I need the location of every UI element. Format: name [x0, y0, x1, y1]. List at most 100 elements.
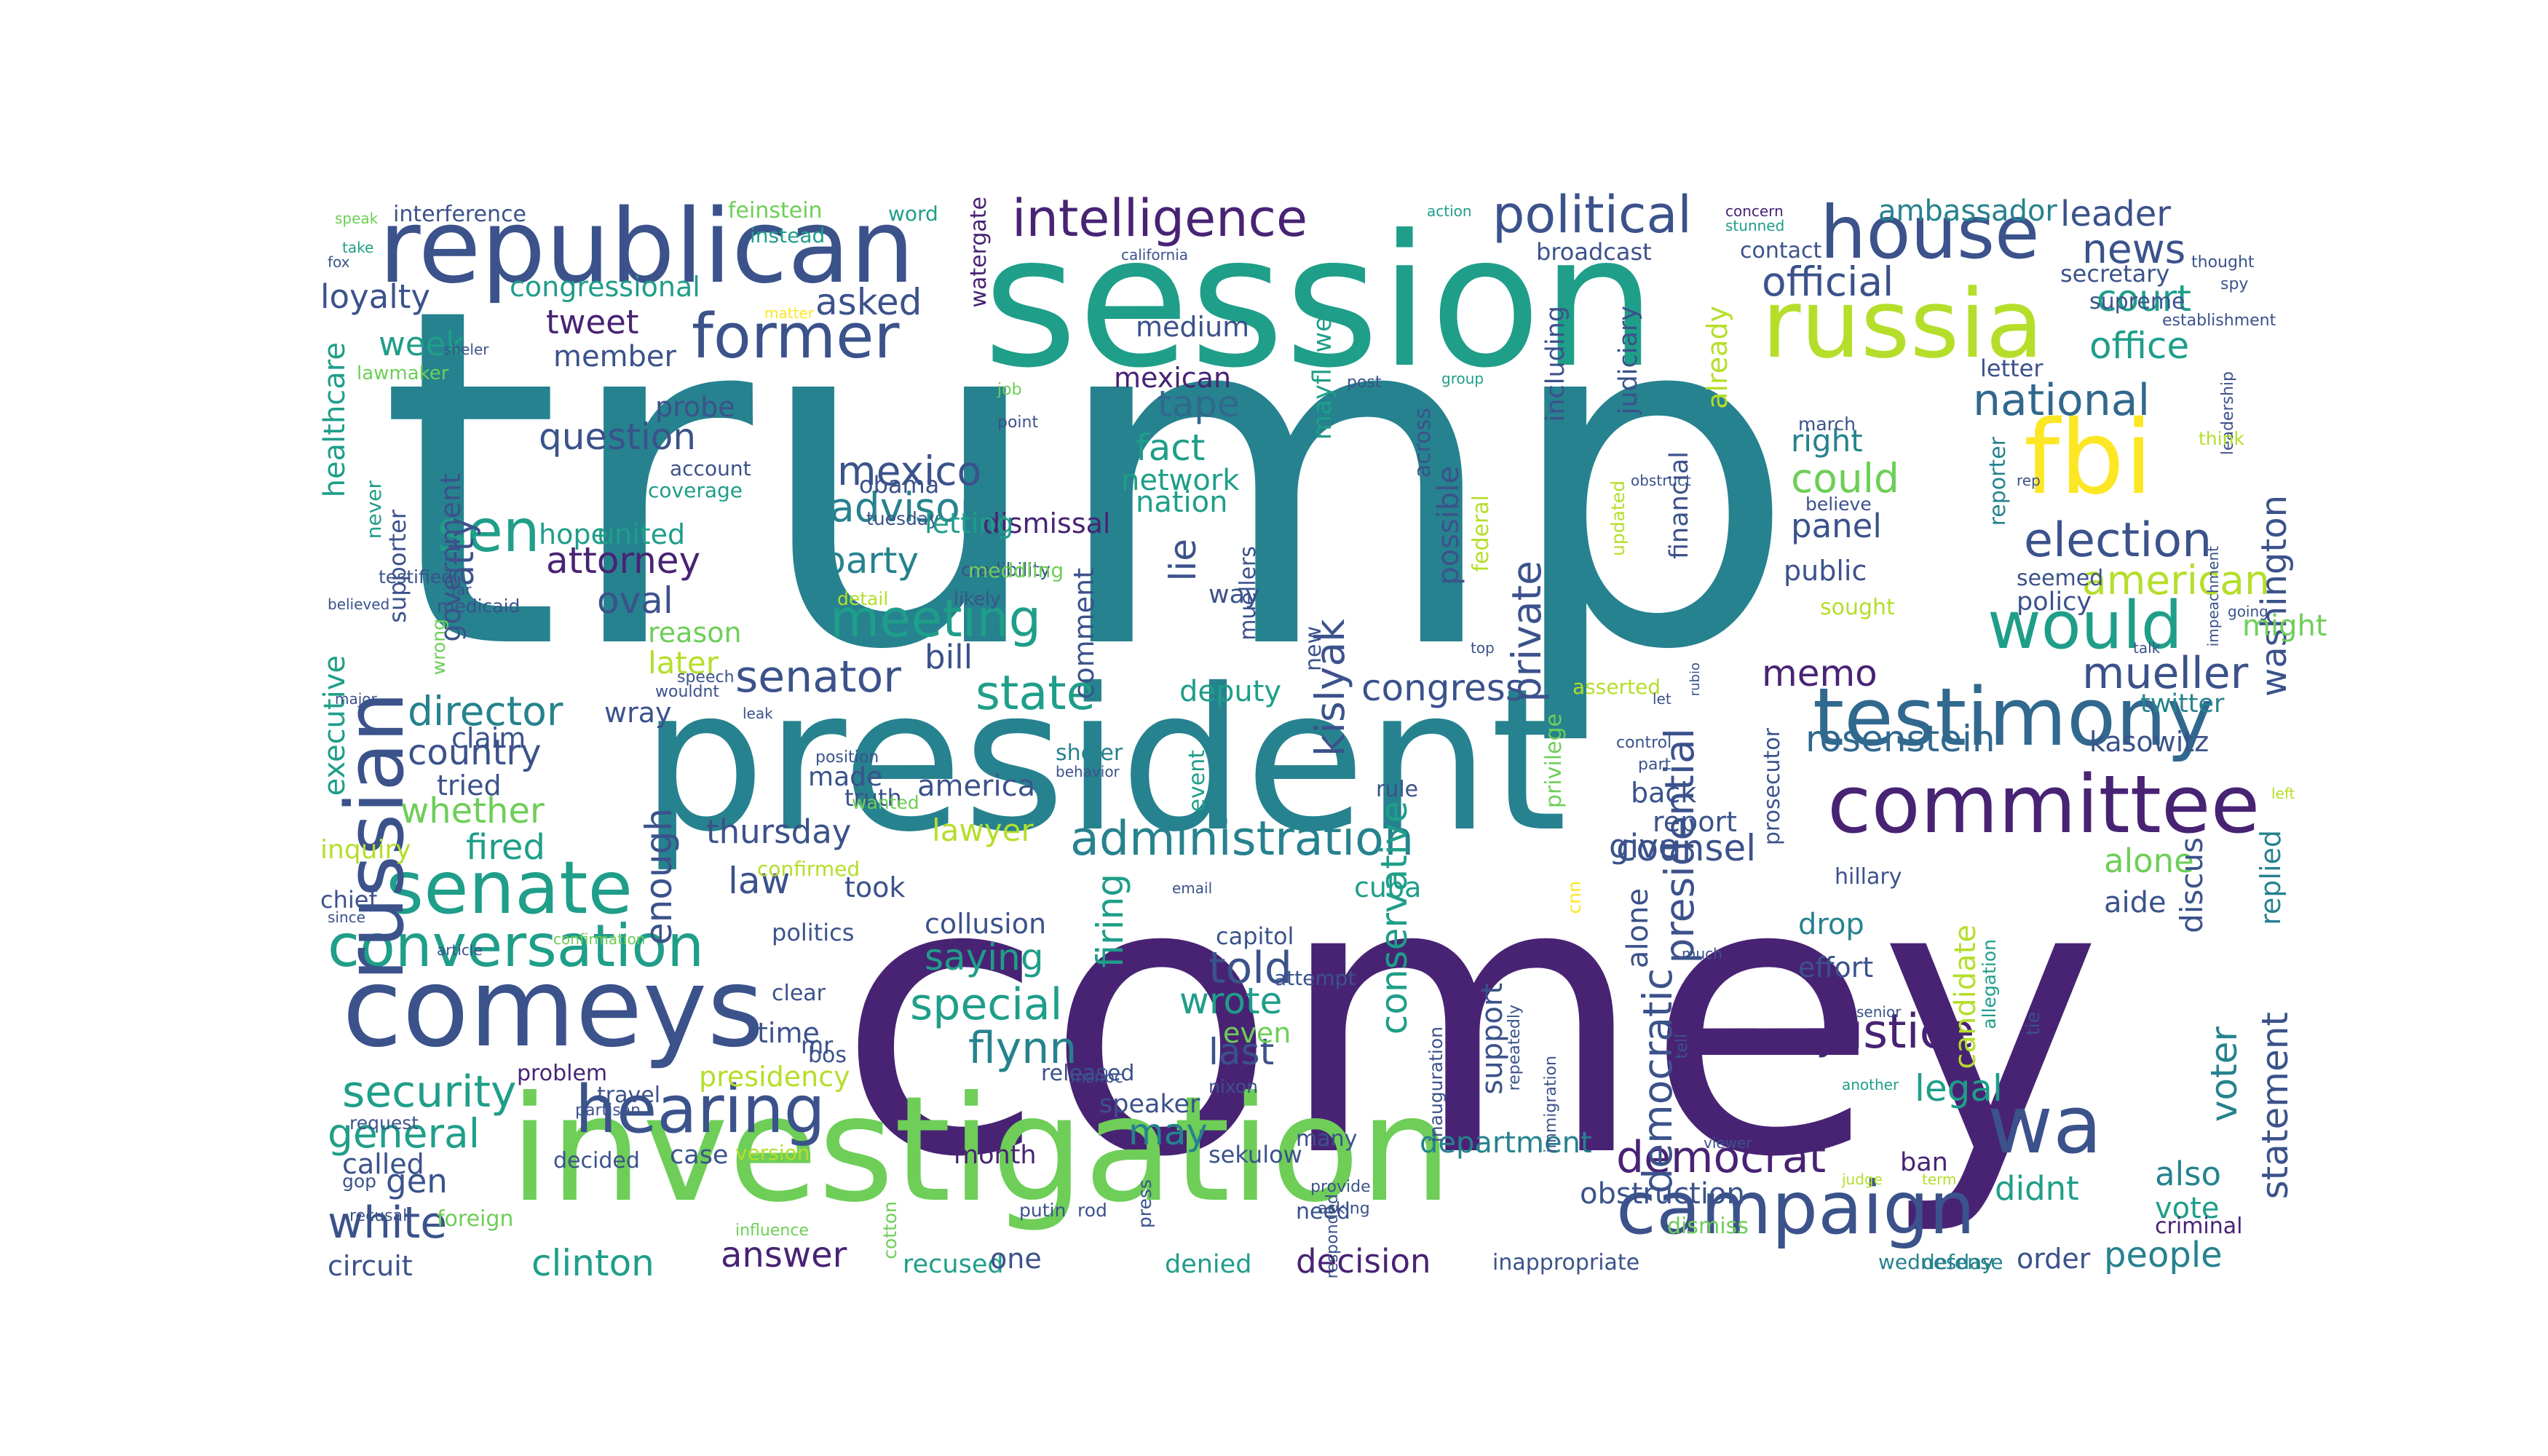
word-whether: whether — [400, 791, 545, 831]
word-interference: interference — [393, 202, 527, 227]
word-released: released — [1041, 1061, 1135, 1086]
word-matter: matter — [764, 304, 814, 322]
word-likely: likely — [954, 588, 1001, 609]
word-tuesday: tuesday — [866, 508, 940, 529]
word-american: american — [2082, 557, 2270, 604]
word-committee: committee — [1827, 758, 2260, 851]
word-network: network — [1121, 464, 1240, 497]
word-probe: probe — [655, 391, 735, 423]
word-conversation: conversation — [328, 912, 705, 980]
word-mr: mr — [801, 1032, 834, 1059]
word-answer: answer — [721, 1235, 847, 1275]
word-panel: panel — [1791, 507, 1882, 545]
word-last: last — [1208, 1031, 1275, 1073]
word-member: member — [553, 340, 676, 373]
word-detail: detail — [837, 588, 889, 609]
word-united: united — [597, 518, 686, 550]
word-twitter: twitter — [2140, 689, 2225, 719]
word-republican: republican — [379, 188, 915, 306]
word-denied: denied — [1165, 1250, 1252, 1279]
word-wa: wa — [1987, 1078, 2102, 1171]
word-thursday: thursday — [706, 812, 852, 851]
word-testimony: testimony — [1813, 670, 2215, 764]
word-rule: rule — [1376, 777, 1419, 802]
word-federal: federal — [1468, 495, 1494, 572]
word-meeting: meeting — [830, 589, 1042, 649]
word-privilege: privilege — [1541, 713, 1567, 809]
word-bill: bill — [925, 638, 973, 676]
word-senator: senator — [735, 652, 901, 703]
word-article: article — [437, 941, 483, 959]
word-wrong: wrong — [428, 619, 449, 676]
word-concern: concern — [1725, 202, 1784, 220]
word-nixon: nixon — [1208, 1076, 1258, 1097]
word-intelligence: intelligence — [1012, 189, 1308, 248]
word-point: point — [997, 414, 1039, 432]
word-collusion: collusion — [925, 908, 1047, 940]
word-recusal: recusal — [349, 1207, 408, 1225]
word-wanted: wanted — [852, 792, 919, 813]
word-sought: sought — [1820, 595, 1895, 620]
word-attempt: attempt — [1274, 966, 1356, 990]
word-counsel: counsel — [1616, 827, 1757, 869]
word-leak: leak — [743, 705, 773, 722]
word-democratic: democratic — [1634, 968, 1681, 1194]
word-dismissal: dismissal — [983, 507, 1111, 539]
word-travel: travel — [597, 1083, 661, 1108]
word-question: question — [539, 416, 697, 458]
word-senate: senate — [386, 845, 633, 930]
word-ban: ban — [1900, 1148, 1948, 1177]
word-talk: talk — [2133, 639, 2161, 657]
word-campaign: campaign — [1616, 1166, 1976, 1251]
word-speech: speech — [677, 668, 735, 687]
word-inappropriate: inappropriate — [1492, 1250, 1640, 1275]
word-flynn: flynn — [968, 1023, 1077, 1074]
word-support: support — [1476, 983, 1509, 1095]
word-asking: asking — [1318, 1200, 1370, 1218]
word-contact: contact — [1740, 238, 1822, 264]
word-lie: lie — [1162, 539, 1204, 582]
word-enough: enough — [638, 808, 680, 946]
word-judiciary: judiciary — [1614, 306, 1643, 415]
word-going: going — [2228, 603, 2268, 620]
word-tell: tell — [1673, 1034, 1691, 1059]
word-decision: decision — [1296, 1242, 1431, 1281]
word-lawmaker: lawmaker — [357, 363, 449, 384]
word-wray: wray — [604, 697, 672, 729]
word-news: news — [2082, 226, 2186, 272]
word-spy: spy — [2220, 275, 2249, 293]
word-former: former — [692, 301, 900, 373]
word-democrat: democrat — [1616, 1132, 1827, 1183]
word-firing: firing — [1089, 874, 1131, 968]
word-term: term — [1922, 1171, 1957, 1188]
word-case: case — [670, 1141, 729, 1170]
word-one: one — [990, 1243, 1042, 1275]
word-dismiss: dismiss — [1667, 1214, 1749, 1239]
word-bos: bos — [808, 1042, 847, 1068]
word-truth: truth — [844, 784, 902, 812]
word-clear: clear — [772, 981, 826, 1006]
word-hearing: hearing — [575, 1072, 826, 1148]
word-clinton: clinton — [531, 1242, 654, 1284]
word-general: general — [328, 1110, 480, 1157]
word-reporter: reporter — [1985, 437, 2011, 526]
word-need: need — [1296, 1199, 1350, 1224]
word-alone: alone — [1621, 888, 1655, 969]
word-since: since — [328, 909, 365, 926]
word-special: special — [910, 979, 1063, 1030]
word-march: march — [1798, 414, 1856, 435]
word-political: political — [1492, 185, 1692, 245]
word-legal: legal — [1915, 1067, 2003, 1109]
word-house: house — [1820, 190, 2040, 275]
word-believed: believed — [328, 596, 390, 613]
word-sen: sen — [437, 497, 540, 565]
word-security: security — [342, 1067, 517, 1117]
word-tie: tie — [2022, 1012, 2043, 1036]
word-law: law — [728, 860, 791, 902]
word-far: far — [451, 581, 472, 598]
word-even: even — [1223, 1017, 1291, 1049]
word-provide: provide — [1310, 1178, 1371, 1196]
word-decided: decided — [553, 1148, 640, 1174]
word-repeatedly: repeatedly — [1506, 1005, 1524, 1091]
